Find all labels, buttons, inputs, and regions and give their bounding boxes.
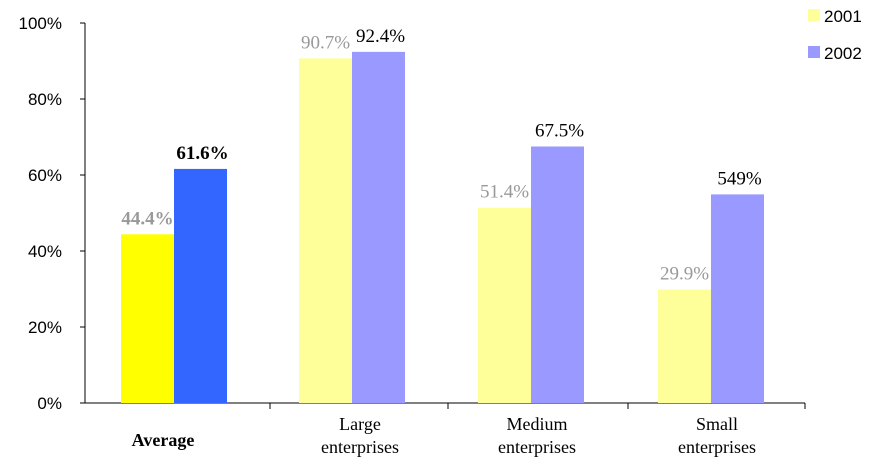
y-tick-label: 20% xyxy=(28,318,62,337)
bar-2001 xyxy=(121,234,174,403)
bar-2001 xyxy=(658,289,711,403)
data-label-2001: 29.9% xyxy=(660,263,709,284)
y-tick-label: 0% xyxy=(37,394,62,413)
bar-2001 xyxy=(299,58,352,404)
chart-bars xyxy=(121,51,764,404)
legend-swatch-2001 xyxy=(808,9,820,21)
x-category-label: Large enterprises xyxy=(321,414,399,457)
y-tick-label: 100% xyxy=(19,14,62,33)
bar-2002 xyxy=(174,168,227,403)
x-category-label: Small enterprises xyxy=(678,414,756,457)
data-label-2001: 44.4% xyxy=(121,208,173,229)
x-category-label: Medium enterprises xyxy=(498,414,576,457)
bar-2002 xyxy=(531,146,584,403)
data-label-2002: 92.4% xyxy=(356,26,405,47)
data-label-2002: 549% xyxy=(717,168,762,189)
data-label-2001: 51.4% xyxy=(480,182,529,203)
data-label-2002: 67.5% xyxy=(535,121,584,142)
chart-data-labels: 44.4% 90.7% 51.4% 29.9% 61.6% 92.4% 67.5% 549% xyxy=(121,26,761,285)
legend-label-2001: 2001 xyxy=(824,7,862,26)
chart-legend: 2001 2002 xyxy=(808,7,862,63)
y-tick-label: 80% xyxy=(28,90,62,109)
y-tick-label: 60% xyxy=(28,166,62,185)
x-category-label: Average xyxy=(132,430,195,450)
bar-2002 xyxy=(711,194,764,403)
bar-2002 xyxy=(352,51,405,403)
chart-axes: 0% 20% 40% 60% 80% 100% Average Large enterprise… xyxy=(19,14,806,457)
bar-2001 xyxy=(478,207,531,403)
y-tick-label: 40% xyxy=(28,242,62,261)
legend-label-2002: 2002 xyxy=(824,44,862,63)
data-label-2002: 61.6% xyxy=(176,143,228,164)
legend-swatch-2002 xyxy=(808,46,820,58)
data-label-2001: 90.7% xyxy=(301,32,350,53)
